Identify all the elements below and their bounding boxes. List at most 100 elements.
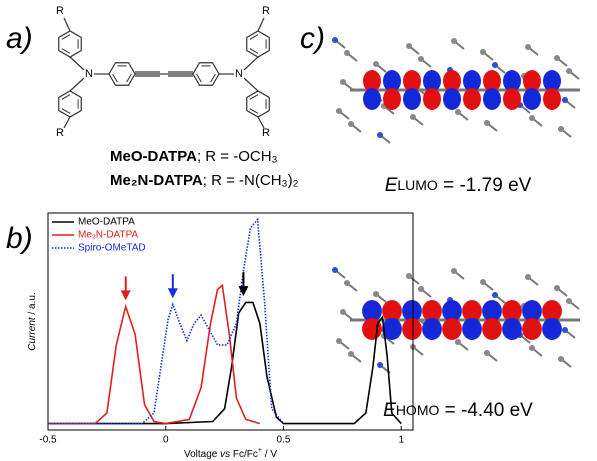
double-bond <box>61 48 71 54</box>
lobe <box>482 300 502 322</box>
arrow-head <box>120 290 131 301</box>
atom <box>418 286 424 292</box>
lobe <box>422 300 442 322</box>
lobe <box>403 88 421 110</box>
double-bond <box>112 73 118 83</box>
arrow-head <box>238 286 249 297</box>
atom <box>562 327 568 333</box>
lobe <box>443 88 461 110</box>
atom <box>410 114 416 120</box>
atom <box>554 285 560 291</box>
x-tick-label: 0 <box>163 435 169 446</box>
lobe <box>463 88 481 110</box>
lobe <box>382 300 402 322</box>
atom <box>451 38 457 44</box>
lobe <box>483 88 501 110</box>
atom <box>480 279 486 285</box>
double-bond <box>61 94 71 100</box>
lobe <box>362 300 382 322</box>
double-bond <box>249 108 259 114</box>
energy-subscript: LUMO <box>397 177 438 193</box>
x-tick-label: -0.5 <box>39 435 57 446</box>
bond <box>63 17 71 32</box>
atom <box>340 79 346 85</box>
atom <box>529 345 535 351</box>
atom-label: R <box>56 5 64 17</box>
orbital-energy: ELUMO = -1.79 eV <box>385 175 532 196</box>
lobe <box>402 318 422 340</box>
bond <box>243 77 259 92</box>
double-bond <box>210 73 216 83</box>
compound-name: Me₂N-DATPA <box>110 172 203 189</box>
label-part: Current <box>27 316 38 351</box>
energy-value: = -1.79 eV <box>438 175 532 196</box>
lobe <box>503 88 521 110</box>
lobe <box>402 300 422 322</box>
lobe <box>462 300 482 322</box>
atom-label: R <box>262 127 270 139</box>
axis-label: Voltage vs Fc/Fc+ / V <box>184 447 277 459</box>
energy-subscript: HOMO <box>396 402 440 418</box>
atom <box>373 291 379 297</box>
lobe <box>423 88 441 110</box>
legend-label: MeO-DATPA <box>78 217 135 228</box>
lobe <box>502 318 522 340</box>
compound-name: MeO-DATPA <box>110 148 197 165</box>
lobe <box>543 70 561 92</box>
atom <box>492 62 498 68</box>
lobe <box>502 300 522 322</box>
atom <box>348 351 354 357</box>
atom <box>377 132 383 138</box>
plot-frame <box>47 212 414 431</box>
label-part: Voltage <box>184 449 220 460</box>
legend-label: Spiro-OMeTAD <box>78 243 146 254</box>
atom <box>455 109 461 115</box>
atom <box>373 61 379 67</box>
caption: MeO-DATPA; R = -OCH₃ <box>110 148 278 165</box>
atom-label: R <box>56 127 64 139</box>
lobe <box>382 318 402 340</box>
lobe <box>442 318 462 340</box>
atom <box>566 298 572 304</box>
atom <box>377 362 383 368</box>
atom <box>562 97 568 103</box>
substituent: ; R = -OCH₃ <box>197 148 278 165</box>
atom <box>406 43 412 49</box>
atom <box>484 120 490 126</box>
double-bond <box>61 108 71 114</box>
x-tick-label: 0.5 <box>277 435 291 446</box>
bond <box>257 17 265 32</box>
double-bond <box>196 73 202 83</box>
lobe <box>523 88 541 110</box>
atom <box>525 274 531 280</box>
atom <box>336 108 342 114</box>
substituent: ; R = -N(CH₃)₂ <box>203 172 299 189</box>
lobe <box>542 300 562 322</box>
lobe <box>422 318 442 340</box>
atom <box>418 56 424 62</box>
series-line <box>48 217 285 425</box>
atom <box>332 37 338 43</box>
double-bond <box>249 94 259 100</box>
atom-label: N <box>85 68 93 80</box>
arrow-head <box>167 288 178 299</box>
bond <box>69 77 85 92</box>
series-line <box>48 283 261 425</box>
lobe <box>383 88 401 110</box>
caption: Me₂N-DATPA; R = -N(CH₃)₂ <box>110 172 299 189</box>
lobe <box>542 318 562 340</box>
lobe <box>522 318 542 340</box>
atom <box>344 50 350 56</box>
atom <box>480 49 486 55</box>
atom <box>455 339 461 345</box>
bond <box>69 56 85 71</box>
series-line <box>48 301 402 425</box>
energy-value: = -4.40 eV <box>439 400 533 421</box>
lobe <box>483 70 501 92</box>
energy-symbol: E <box>383 400 396 421</box>
bond <box>63 116 71 129</box>
lobe <box>363 70 381 92</box>
lobe <box>462 318 482 340</box>
